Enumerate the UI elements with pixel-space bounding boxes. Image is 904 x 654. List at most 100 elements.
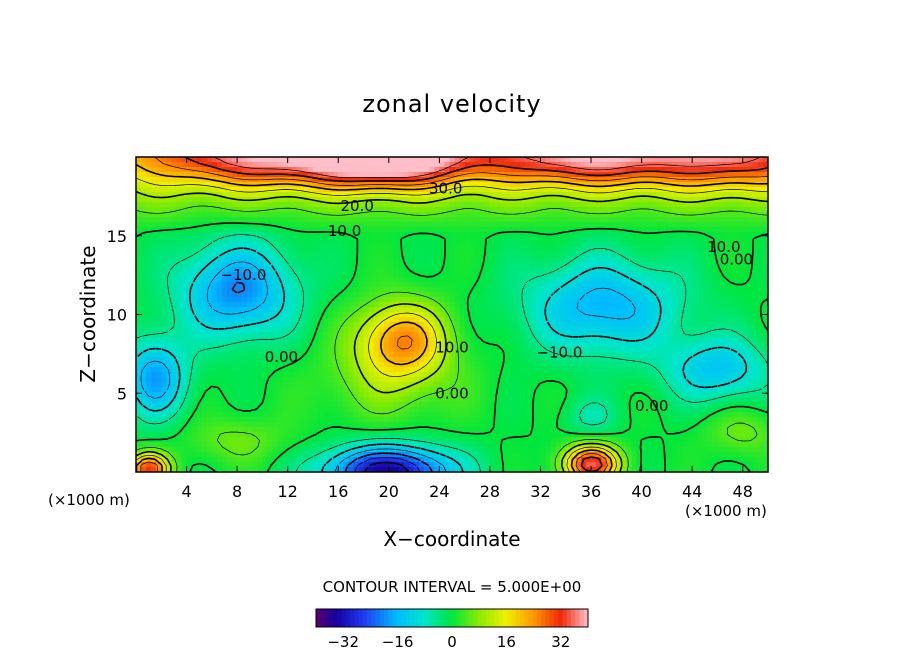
field-cell xyxy=(682,197,688,203)
field-cell xyxy=(692,282,698,288)
field-cell xyxy=(439,237,446,243)
field-cell xyxy=(641,307,648,313)
field-cell xyxy=(727,297,734,303)
field-cell xyxy=(424,277,430,283)
field-cell xyxy=(515,332,521,338)
field-cell xyxy=(489,327,496,333)
field-cell xyxy=(181,302,188,308)
field-cell xyxy=(560,162,567,168)
field-cell xyxy=(575,252,582,258)
field-cell xyxy=(287,327,294,333)
field-cell xyxy=(525,262,531,268)
field-cell xyxy=(494,252,501,258)
field-cell xyxy=(606,282,612,288)
field-cell xyxy=(307,177,314,183)
field-cell xyxy=(206,322,213,328)
field-cell xyxy=(358,302,365,308)
field-cell xyxy=(171,157,178,163)
field-cell xyxy=(515,167,521,173)
field-cell xyxy=(328,247,334,253)
field-cell xyxy=(257,217,263,223)
field-cell xyxy=(646,337,653,343)
field-cell xyxy=(469,232,476,238)
field-cell xyxy=(186,242,193,248)
field-cell xyxy=(656,172,663,178)
field-cell xyxy=(550,237,557,243)
field-cell xyxy=(297,217,304,223)
field-cell xyxy=(353,292,360,298)
field-cell xyxy=(505,332,511,338)
field-cell xyxy=(732,192,739,198)
field-cell xyxy=(646,242,653,248)
field-cell xyxy=(682,287,688,293)
field-cell xyxy=(237,297,243,303)
field-cell xyxy=(247,162,253,168)
field-cell xyxy=(494,307,501,313)
field-cell xyxy=(277,207,284,213)
field-cell xyxy=(565,257,572,263)
field-cell xyxy=(469,337,476,343)
field-cell xyxy=(682,157,688,163)
field-cell xyxy=(611,342,617,348)
field-cell xyxy=(318,162,324,168)
field-cell xyxy=(444,302,451,308)
field-cell xyxy=(206,227,213,233)
field-cell xyxy=(717,262,724,268)
field-cell xyxy=(494,222,501,228)
field-cell xyxy=(494,237,501,243)
field-cell xyxy=(302,252,309,258)
field-cell xyxy=(312,342,319,348)
field-cell xyxy=(580,207,587,213)
field-cell xyxy=(500,172,506,178)
field-cell xyxy=(666,172,673,178)
field-cell xyxy=(671,187,678,193)
field-cell xyxy=(682,332,688,338)
field-cell xyxy=(409,202,415,208)
field-cell xyxy=(363,252,370,258)
field-cell xyxy=(575,347,582,353)
field-cell xyxy=(585,282,592,288)
field-cell xyxy=(570,292,577,298)
field-cell xyxy=(459,232,466,238)
field-cell xyxy=(439,247,446,253)
field-cell xyxy=(505,207,511,213)
field-cell xyxy=(277,282,284,288)
field-cell xyxy=(530,292,537,298)
field-cell xyxy=(211,227,218,233)
field-cell xyxy=(545,192,552,198)
field-cell xyxy=(252,257,258,263)
field-cell xyxy=(181,287,188,293)
field-cell xyxy=(267,237,274,243)
field-cell xyxy=(717,352,724,358)
field-cell xyxy=(631,167,638,173)
field-cell xyxy=(363,312,370,318)
field-cell xyxy=(424,327,430,333)
field-cell xyxy=(722,342,729,348)
field-cell xyxy=(201,332,208,338)
field-cell xyxy=(505,177,511,183)
field-cell xyxy=(403,287,410,293)
field-cell xyxy=(671,192,678,198)
field-cell xyxy=(312,272,319,278)
field-cell xyxy=(429,172,435,178)
field-cell xyxy=(146,192,152,198)
field-cell xyxy=(641,177,648,183)
field-cell xyxy=(550,167,557,173)
field-cell xyxy=(525,347,531,353)
field-cell xyxy=(409,327,415,333)
field-cell xyxy=(358,332,365,338)
field-cell xyxy=(469,332,476,338)
field-cell xyxy=(636,242,643,248)
field-cell xyxy=(565,327,572,333)
field-cell xyxy=(398,197,405,203)
field-cell xyxy=(570,227,577,233)
field-cell xyxy=(383,317,390,323)
field-cell xyxy=(186,337,193,343)
field-cell xyxy=(151,307,157,313)
field-cell xyxy=(191,212,198,218)
field-cell xyxy=(388,307,395,313)
field-cell xyxy=(707,312,713,318)
field-cell xyxy=(621,247,628,253)
field-cell xyxy=(252,242,258,248)
field-cell xyxy=(282,317,289,323)
